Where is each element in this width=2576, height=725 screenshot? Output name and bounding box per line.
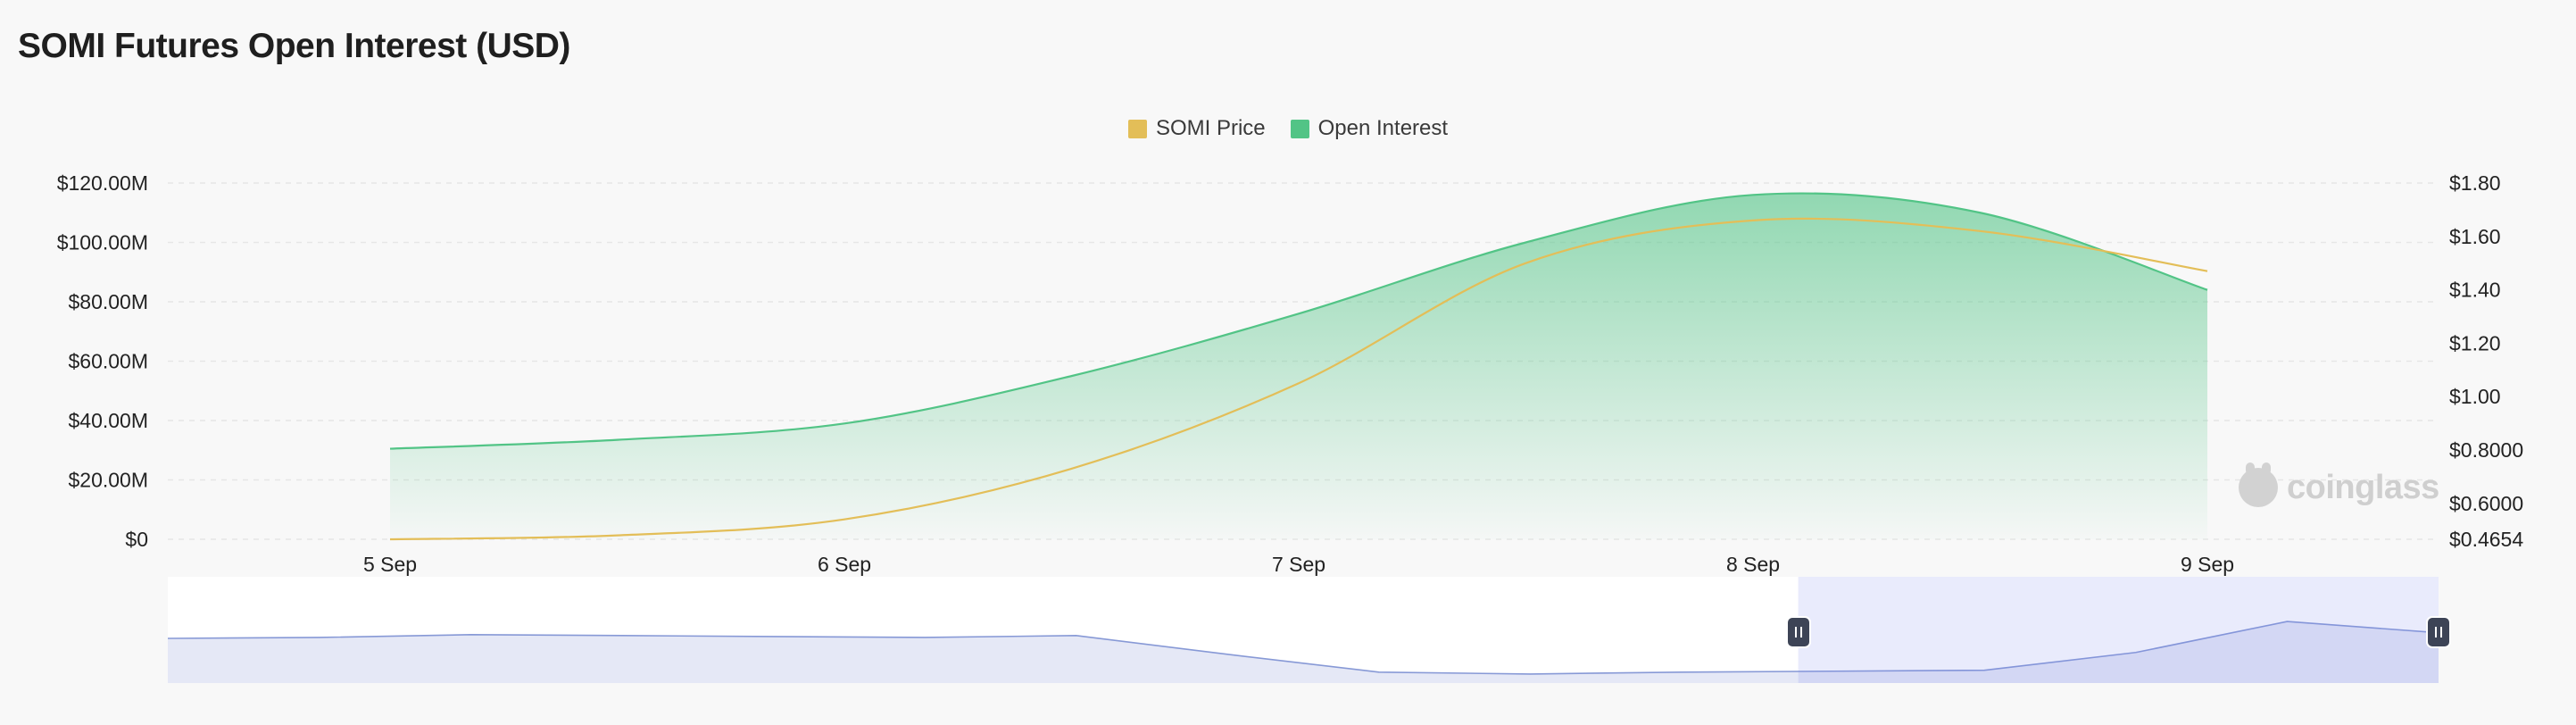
legend-swatch-open-interest bbox=[1290, 119, 1309, 138]
somi-price-point bbox=[1069, 466, 1075, 471]
legend-swatch-somi-price bbox=[1127, 119, 1147, 138]
open-interest-point bbox=[615, 438, 620, 443]
open-interest-point bbox=[1978, 210, 1983, 215]
y-right-tick-label: $0.6000 bbox=[2449, 492, 2523, 515]
legend-item-somi-price[interactable]: SOMI Price bbox=[1127, 116, 1266, 141]
somi-price-point bbox=[1750, 218, 1756, 223]
y-left-tick-label: $80.00M bbox=[68, 290, 148, 313]
chart-legend: SOMI Price Open Interest bbox=[0, 116, 2576, 141]
y-right-tick-label: $1.00 bbox=[2449, 385, 2501, 408]
open-interest-point bbox=[1750, 192, 1756, 197]
open-interest-point bbox=[1524, 240, 1529, 246]
somi-price-point bbox=[842, 517, 847, 522]
coinglass-logo-icon bbox=[2239, 462, 2278, 507]
open-interest-point bbox=[842, 421, 847, 426]
y-right-tick-label: $0.8000 bbox=[2449, 438, 2523, 462]
y-right-tick-label: $1.60 bbox=[2449, 225, 2501, 248]
somi-price-line bbox=[389, 217, 2208, 541]
coinglass-watermark: coinglass bbox=[2239, 462, 2439, 507]
y-left-tick-label: $120.00M bbox=[57, 171, 148, 195]
y-right-tick-label: $1.40 bbox=[2449, 279, 2501, 302]
y-left-tick-label: $40.00M bbox=[68, 409, 148, 432]
x-tick-label: 8 Sep bbox=[1726, 553, 1780, 576]
somi-price-point bbox=[387, 537, 393, 542]
y-right-tick-label: $1.80 bbox=[2449, 171, 2501, 195]
y-left-tick-label: $20.00M bbox=[68, 469, 148, 492]
watermark-text: coinglass bbox=[2287, 468, 2439, 506]
x-tick-label: 5 Sep bbox=[363, 553, 417, 576]
open-interest-line bbox=[389, 192, 2208, 450]
open-interest-point bbox=[387, 446, 393, 452]
legend-label-open-interest: Open Interest bbox=[1317, 116, 1449, 140]
x-tick-label: 7 Sep bbox=[1272, 553, 1325, 576]
somi-price-point bbox=[1978, 229, 1983, 234]
somi-price-point bbox=[1524, 261, 1529, 266]
open-interest-point bbox=[1069, 373, 1075, 379]
open-interest-point bbox=[2205, 288, 2210, 293]
page-title: SOMI Futures Open Interest (USD) bbox=[18, 27, 570, 65]
x-tick-label: 9 Sep bbox=[2181, 553, 2234, 576]
y-right-tick-label: $1.20 bbox=[2449, 331, 2501, 354]
y-left-tick-label: $60.00M bbox=[68, 350, 148, 373]
open-interest-area bbox=[390, 193, 2207, 539]
y-left-tick-label: $0 bbox=[125, 528, 148, 551]
navigator-left-handle[interactable] bbox=[1785, 616, 1811, 648]
open-interest-point bbox=[1296, 311, 1301, 316]
navigator-selection bbox=[1798, 577, 2439, 683]
legend-label-somi-price: SOMI Price bbox=[1155, 116, 1266, 140]
legend-item-open-interest[interactable]: Open Interest bbox=[1290, 116, 1449, 141]
y-left-tick-label: $100.00M bbox=[57, 231, 148, 254]
x-tick-label: 6 Sep bbox=[818, 553, 871, 576]
somi-price-point bbox=[1296, 380, 1301, 386]
somi-price-point bbox=[2205, 269, 2210, 274]
y-right-tick-label: $0.4654 bbox=[2449, 528, 2523, 551]
navigator-line bbox=[167, 621, 2439, 675]
navigator-right-handle[interactable] bbox=[2426, 616, 2451, 648]
somi-price-point bbox=[615, 533, 620, 538]
